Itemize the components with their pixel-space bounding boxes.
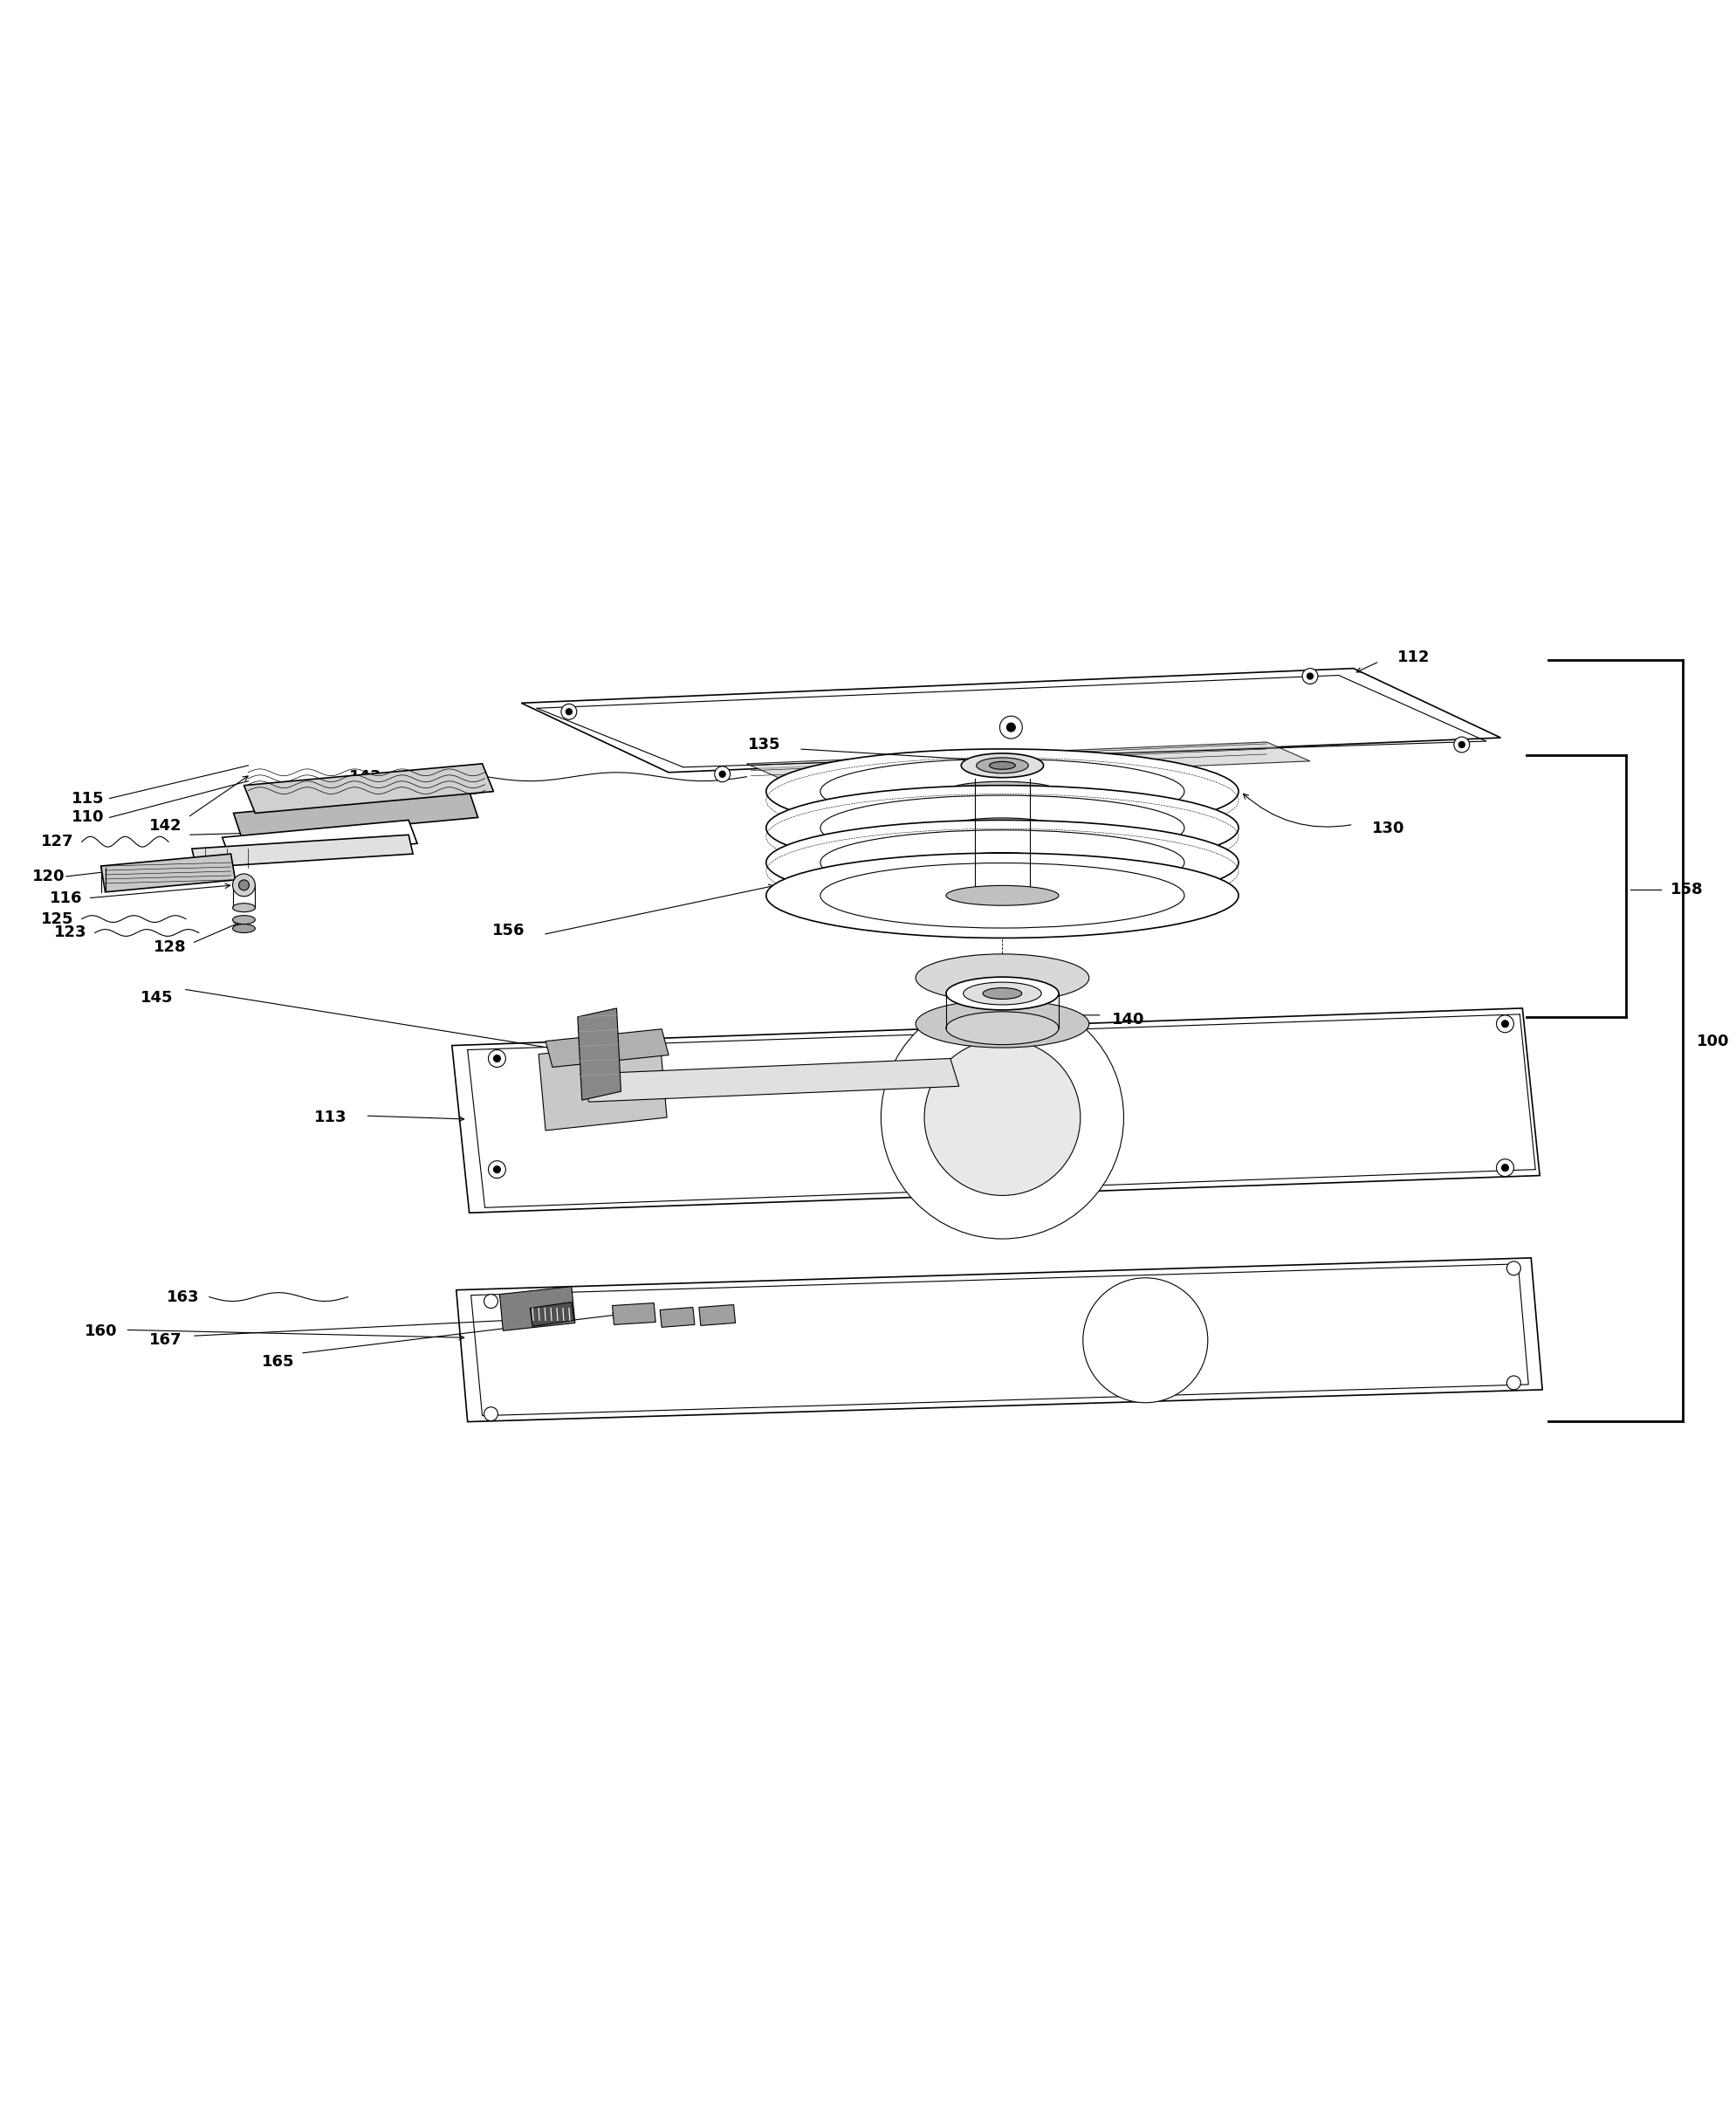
Circle shape [1000, 716, 1023, 739]
Polygon shape [538, 1042, 667, 1130]
Polygon shape [222, 819, 417, 862]
Ellipse shape [915, 955, 1088, 1001]
Ellipse shape [946, 978, 1059, 1010]
Circle shape [488, 1160, 505, 1179]
Text: 135: 135 [748, 737, 781, 752]
Circle shape [493, 1166, 500, 1173]
Circle shape [566, 709, 573, 716]
Text: 142: 142 [149, 819, 182, 834]
Circle shape [1507, 1262, 1521, 1274]
Ellipse shape [821, 864, 1184, 927]
Text: 110: 110 [71, 809, 104, 826]
Polygon shape [521, 669, 1500, 773]
Ellipse shape [946, 817, 1059, 838]
Text: 156: 156 [491, 923, 524, 938]
Circle shape [233, 874, 255, 895]
Polygon shape [613, 1302, 656, 1325]
Ellipse shape [915, 999, 1088, 1048]
Ellipse shape [962, 766, 1043, 790]
Circle shape [715, 766, 731, 781]
Text: 125: 125 [42, 910, 75, 927]
Ellipse shape [766, 819, 1238, 906]
Circle shape [1007, 724, 1016, 732]
Polygon shape [529, 1302, 575, 1327]
Ellipse shape [983, 989, 1023, 999]
Polygon shape [746, 743, 1311, 783]
Polygon shape [193, 834, 413, 868]
Text: 128: 128 [155, 940, 187, 955]
Text: 145: 145 [141, 991, 174, 1006]
Ellipse shape [766, 749, 1238, 834]
Polygon shape [245, 764, 493, 813]
Circle shape [240, 881, 248, 891]
Text: 130: 130 [1371, 821, 1404, 836]
Circle shape [719, 771, 726, 777]
Ellipse shape [946, 853, 1059, 872]
Ellipse shape [976, 758, 1028, 773]
Circle shape [1496, 1016, 1514, 1033]
Polygon shape [578, 1008, 621, 1101]
Text: 163: 163 [167, 1289, 200, 1304]
Circle shape [1083, 1279, 1208, 1404]
Text: 112: 112 [1397, 650, 1430, 665]
Ellipse shape [233, 904, 255, 912]
Ellipse shape [821, 760, 1184, 824]
Circle shape [1507, 1376, 1521, 1389]
Circle shape [1307, 673, 1312, 680]
Ellipse shape [946, 1012, 1059, 1044]
Ellipse shape [821, 830, 1184, 895]
Circle shape [1502, 1020, 1509, 1027]
Circle shape [1458, 741, 1465, 747]
Text: 167: 167 [149, 1332, 182, 1349]
Text: 123: 123 [54, 925, 87, 940]
Circle shape [924, 1039, 1080, 1196]
Circle shape [484, 1293, 498, 1308]
Polygon shape [580, 1058, 958, 1101]
Text: 120: 120 [33, 868, 66, 885]
Text: 158: 158 [1670, 881, 1703, 898]
Ellipse shape [821, 796, 1184, 860]
Text: 165: 165 [262, 1355, 295, 1370]
Polygon shape [545, 1029, 668, 1067]
Circle shape [880, 997, 1123, 1238]
Circle shape [561, 705, 576, 720]
Circle shape [1502, 1164, 1509, 1171]
Text: 143: 143 [349, 768, 382, 785]
Polygon shape [234, 792, 477, 838]
Polygon shape [660, 1308, 694, 1327]
Polygon shape [451, 1008, 1540, 1213]
Ellipse shape [946, 885, 1059, 906]
Circle shape [484, 1408, 498, 1421]
Circle shape [488, 1050, 505, 1067]
Polygon shape [700, 1304, 736, 1325]
Circle shape [1496, 1160, 1514, 1177]
Polygon shape [457, 1257, 1542, 1423]
Ellipse shape [233, 925, 255, 934]
Ellipse shape [766, 853, 1238, 938]
Polygon shape [101, 853, 236, 891]
Text: 100: 100 [1696, 1033, 1729, 1050]
Ellipse shape [962, 754, 1043, 777]
Text: 140: 140 [1111, 1012, 1144, 1027]
Circle shape [1302, 669, 1318, 684]
Circle shape [493, 1054, 500, 1063]
Text: 127: 127 [42, 834, 75, 849]
Circle shape [1455, 737, 1470, 752]
Ellipse shape [766, 785, 1238, 870]
Ellipse shape [946, 781, 1059, 802]
Ellipse shape [963, 982, 1042, 1006]
Polygon shape [500, 1287, 575, 1332]
Text: 116: 116 [50, 891, 83, 906]
Text: 113: 113 [314, 1109, 347, 1126]
Text: 115: 115 [71, 790, 104, 807]
Text: 160: 160 [85, 1323, 118, 1340]
Ellipse shape [990, 762, 1016, 768]
Ellipse shape [233, 915, 255, 925]
